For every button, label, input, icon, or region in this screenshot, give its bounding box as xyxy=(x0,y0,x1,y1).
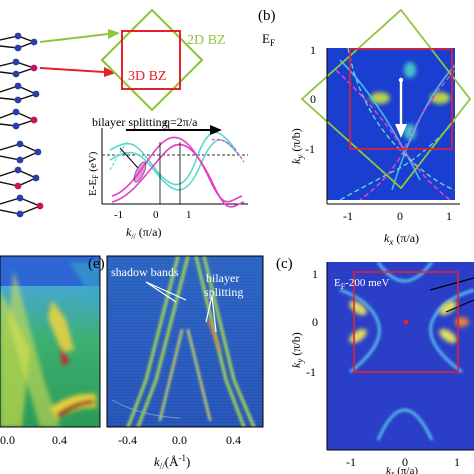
bz3d-square xyxy=(121,30,181,90)
panel-e-xtick-0: 0.0 xyxy=(172,433,187,447)
band-tick-0: 0 xyxy=(153,209,159,221)
bz2d-label: 2D BZ xyxy=(187,33,226,48)
band-yaxis-label: E-EF (eV) xyxy=(87,151,100,196)
panel-d-xtick-0: 0.0 xyxy=(0,433,15,447)
bz3d-label: 3D BZ xyxy=(128,69,167,84)
panel-b-ytick-1: 1 xyxy=(310,43,316,57)
panel-c-ytick-0: 0 xyxy=(312,315,318,329)
bilayer-splitting-label: bilayer splitting xyxy=(92,115,168,129)
panel-c-xlabel: kx (π/a) xyxy=(386,465,418,474)
panel-e-xlabel: k//(Å-1) xyxy=(154,453,190,471)
panel-d-xtick-04: 0.4 xyxy=(52,433,67,447)
panel-b: (b) EF xyxy=(258,8,472,247)
panel-c-ylabel: ky (π/b) xyxy=(289,332,305,368)
panel-b-bz2d xyxy=(300,8,472,190)
panel-c: (c) EF-200 meV 1 0 -1 xyxy=(276,256,474,474)
panel-c-ytick-1: 1 xyxy=(312,267,318,281)
panel-b-ylabel: ky (π/b) xyxy=(289,128,305,164)
panel-b-xlabel: kx (π/a) xyxy=(384,231,419,247)
panel-c-xtick-m1: -1 xyxy=(346,455,356,469)
panel-e-splitting: splitting xyxy=(204,285,243,299)
panel-c-ytick-m1: -1 xyxy=(306,365,316,379)
panel-e-shadow-bands: shadow bands xyxy=(111,265,179,279)
panel-b-xtick-m1: -1 xyxy=(343,209,353,223)
panel-e-xtick-m04: -0.4 xyxy=(118,433,137,447)
band-xaxis-label: k// (π/a) xyxy=(126,225,162,241)
bz2d-diamond xyxy=(100,8,204,112)
panel-e-label: (e) xyxy=(88,256,105,272)
panel-b-label: (b) xyxy=(258,8,276,24)
panel-b-bz3d xyxy=(349,48,453,150)
panel-c-xtick-0: 0 xyxy=(402,455,408,469)
band-tick-m1: -1 xyxy=(114,209,123,221)
panel-c-xtick-1: 1 xyxy=(454,455,460,469)
band-tick-1: 1 xyxy=(186,209,192,221)
panel-b-xtick-0: 0 xyxy=(397,209,403,223)
panel-e-xtick-04: 0.4 xyxy=(226,433,241,447)
crystal-schematic xyxy=(0,32,44,218)
bz-diagram: 2D BZ 3D BZ xyxy=(100,8,226,112)
q-label: q=2π/a xyxy=(164,115,198,129)
panel-b-ytick-0: 0 xyxy=(310,92,316,106)
panel-d: 0.0 0.4 xyxy=(0,255,101,447)
panel-c-bz3d xyxy=(353,271,459,373)
panel-b-ytick-m1: -1 xyxy=(305,142,315,156)
panel-c-energy: EF-200 meV xyxy=(334,277,390,291)
band-schematic: bilayer splitting q=2π/a E-EF (eV) -1 0 … xyxy=(87,115,248,241)
bz-arrows xyxy=(39,29,120,77)
panel-c-label: (c) xyxy=(276,256,293,272)
panel-e-bilayer: bilayer xyxy=(206,271,239,285)
panel-b-ef: EF xyxy=(262,31,275,48)
panel-b-xtick-1: 1 xyxy=(446,209,452,223)
panel-e: (e) shadow bands bilayer splitting xyxy=(88,255,264,471)
